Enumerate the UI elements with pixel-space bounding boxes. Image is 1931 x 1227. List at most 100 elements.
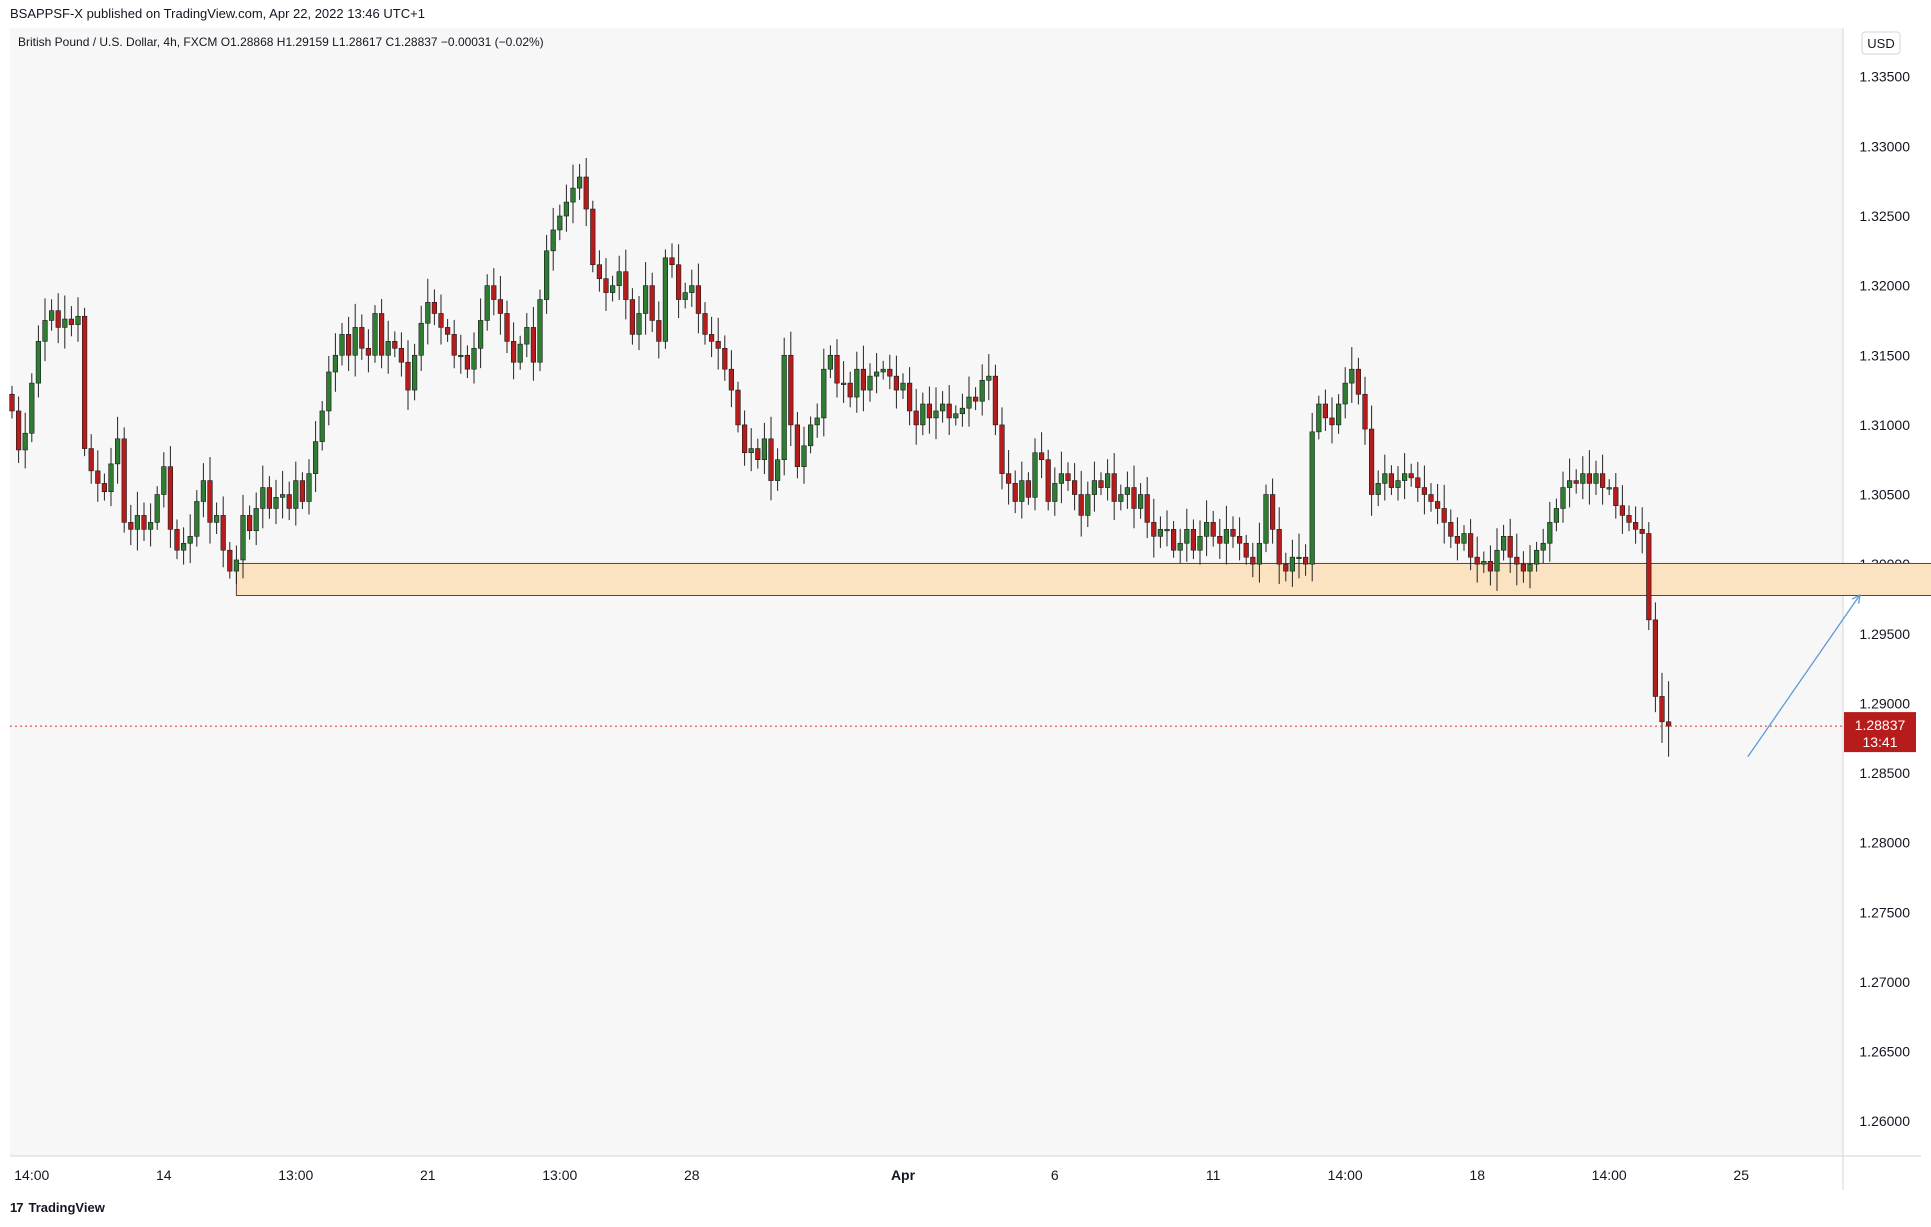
candle-body [306,473,312,502]
candle-body [583,176,589,210]
currency-badge[interactable]: USD [1861,31,1901,55]
candle-body [1487,561,1493,572]
candle-body [966,396,972,409]
candle-body [1164,529,1170,532]
candle-body [576,176,583,189]
candle-body [530,327,536,363]
candle-body [167,466,174,530]
candle-body [1349,368,1355,384]
candle-body [497,299,504,314]
candles-group [9,158,1672,757]
candle-body [15,410,22,451]
candle-body [821,368,827,419]
y-tick-label: 1.28500 [1859,765,1910,781]
tradingview-logo-icon: 17 [10,1200,24,1215]
candle-body [1355,368,1361,395]
candle-body [1039,452,1045,461]
candle-body [1613,487,1619,506]
candle-body [774,459,781,481]
x-tick-label: 13:00 [542,1167,577,1183]
candle-body [1560,487,1566,509]
candle-body [1362,393,1368,430]
annotation-lines [10,594,1861,758]
candle-body [1058,473,1064,484]
candle-body [95,470,101,484]
y-tick-label: 1.33500 [1859,69,1910,85]
candle-body [596,264,602,279]
candle-body [1448,522,1454,537]
y-tick-label: 1.26500 [1859,1044,1910,1060]
candle-body [253,508,259,532]
candle-body [953,413,959,419]
candle-body [1144,494,1150,523]
candle-body [1032,452,1038,498]
candle-body [887,368,893,377]
candle-body [1402,473,1408,481]
candle-body [1639,529,1645,534]
candle-body [900,382,906,391]
candle-body [1494,549,1500,572]
candle-body [491,285,497,300]
price-axis[interactable]: 1.33500 1.33000 1.32500 1.32000 1.31500 1.310… [1859,69,1910,1129]
candle-body [788,354,794,426]
candle-body [286,494,292,509]
candle-body [260,487,266,509]
candle-body [986,375,992,381]
candle-body [227,549,233,572]
candle-body [926,403,932,419]
candle-body [1204,522,1210,537]
candle-body [524,327,530,345]
candle-body [543,250,550,300]
candle-body [42,320,48,342]
candle-body [563,201,569,217]
candle-body [550,229,556,252]
candle-body [1171,529,1177,551]
candle-body [1619,505,1625,516]
candle-body [438,313,444,328]
candle-body [359,327,365,349]
candle-body [669,257,675,266]
candle-body [992,375,998,426]
candle-body [200,480,207,502]
candle-body [1138,494,1144,509]
candle-body [1468,533,1474,558]
candle-body [1435,501,1441,509]
candle-body [722,347,728,370]
candle-body [1421,487,1427,495]
y-tick-label: 1.27000 [1859,974,1910,990]
candle-body [62,318,68,328]
published-by-line: BSAPPSF-X published on TradingView.com, … [10,6,425,21]
candle-body [636,313,642,335]
candle-body [464,354,471,370]
x-tick-label: Apr [891,1167,916,1183]
candle-body [148,522,154,530]
candle-body [1369,428,1375,495]
candle-body [1481,561,1487,565]
candle-body [1382,473,1388,484]
x-tick-label: 28 [684,1167,700,1183]
time-axis[interactable]: 14:00 14 13:00 21 13:00 28 Apr 6 11 14:00 18 14:00 2… [14,1167,1931,1183]
footer-brand[interactable]: 17 TradingView [10,1200,105,1215]
candle-body [378,313,385,356]
candle-body [29,382,35,434]
candle-body [794,424,800,467]
candle-body [1283,563,1289,572]
currency-badge-box [1861,31,1901,55]
x-tick-label: 13:00 [278,1167,313,1183]
x-tick-label: 11 [1206,1167,1221,1183]
x-tick-label: 14 [156,1167,172,1183]
candle-body [1151,522,1157,537]
y-tick-label: 1.31000 [1859,417,1910,433]
candle-body [1454,535,1460,544]
candle-body [1322,403,1328,419]
candle-body [1296,556,1302,559]
candle-body [741,424,748,454]
candle-body [339,334,345,356]
candle-body [75,315,81,325]
candle-body [134,515,141,530]
candle-body [1342,382,1348,405]
candle-body [840,382,847,385]
x-tick-label: 14:00 [1328,1167,1363,1183]
candle-body [913,410,919,426]
